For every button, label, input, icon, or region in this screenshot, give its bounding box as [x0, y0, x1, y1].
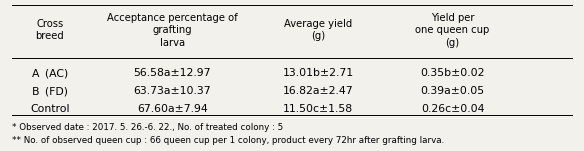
Text: ** No. of observed queen cup : 66 queen cup per 1 colony, product every 72hr aft: ** No. of observed queen cup : 66 queen … — [12, 136, 444, 145]
Text: Cross
breed: Cross breed — [35, 19, 64, 41]
Text: 0.26c±0.04: 0.26c±0.04 — [421, 104, 484, 114]
Text: 13.01b±2.71: 13.01b±2.71 — [283, 68, 354, 78]
Text: 11.50c±1.58: 11.50c±1.58 — [283, 104, 353, 114]
Text: 56.58a±12.97: 56.58a±12.97 — [134, 68, 211, 78]
Text: 0.39a±0.05: 0.39a±0.05 — [420, 86, 485, 96]
Text: Control: Control — [30, 104, 69, 114]
Text: 63.73a±10.37: 63.73a±10.37 — [134, 86, 211, 96]
Text: 67.60a±7.94: 67.60a±7.94 — [137, 104, 208, 114]
Text: Yield per
one queen cup
(g): Yield per one queen cup (g) — [415, 13, 490, 48]
Text: * Observed date : 2017. 5. 26.-6. 22., No. of treated colony : 5: * Observed date : 2017. 5. 26.-6. 22., N… — [12, 123, 283, 132]
Text: Average yield
(g): Average yield (g) — [284, 19, 352, 41]
Text: A (AC): A (AC) — [32, 68, 68, 78]
Text: 16.82a±2.47: 16.82a±2.47 — [283, 86, 353, 96]
Text: 0.35b±0.02: 0.35b±0.02 — [420, 68, 485, 78]
Text: Acceptance percentage of
grafting
larva: Acceptance percentage of grafting larva — [107, 13, 238, 48]
Text: B (FD): B (FD) — [32, 86, 68, 96]
